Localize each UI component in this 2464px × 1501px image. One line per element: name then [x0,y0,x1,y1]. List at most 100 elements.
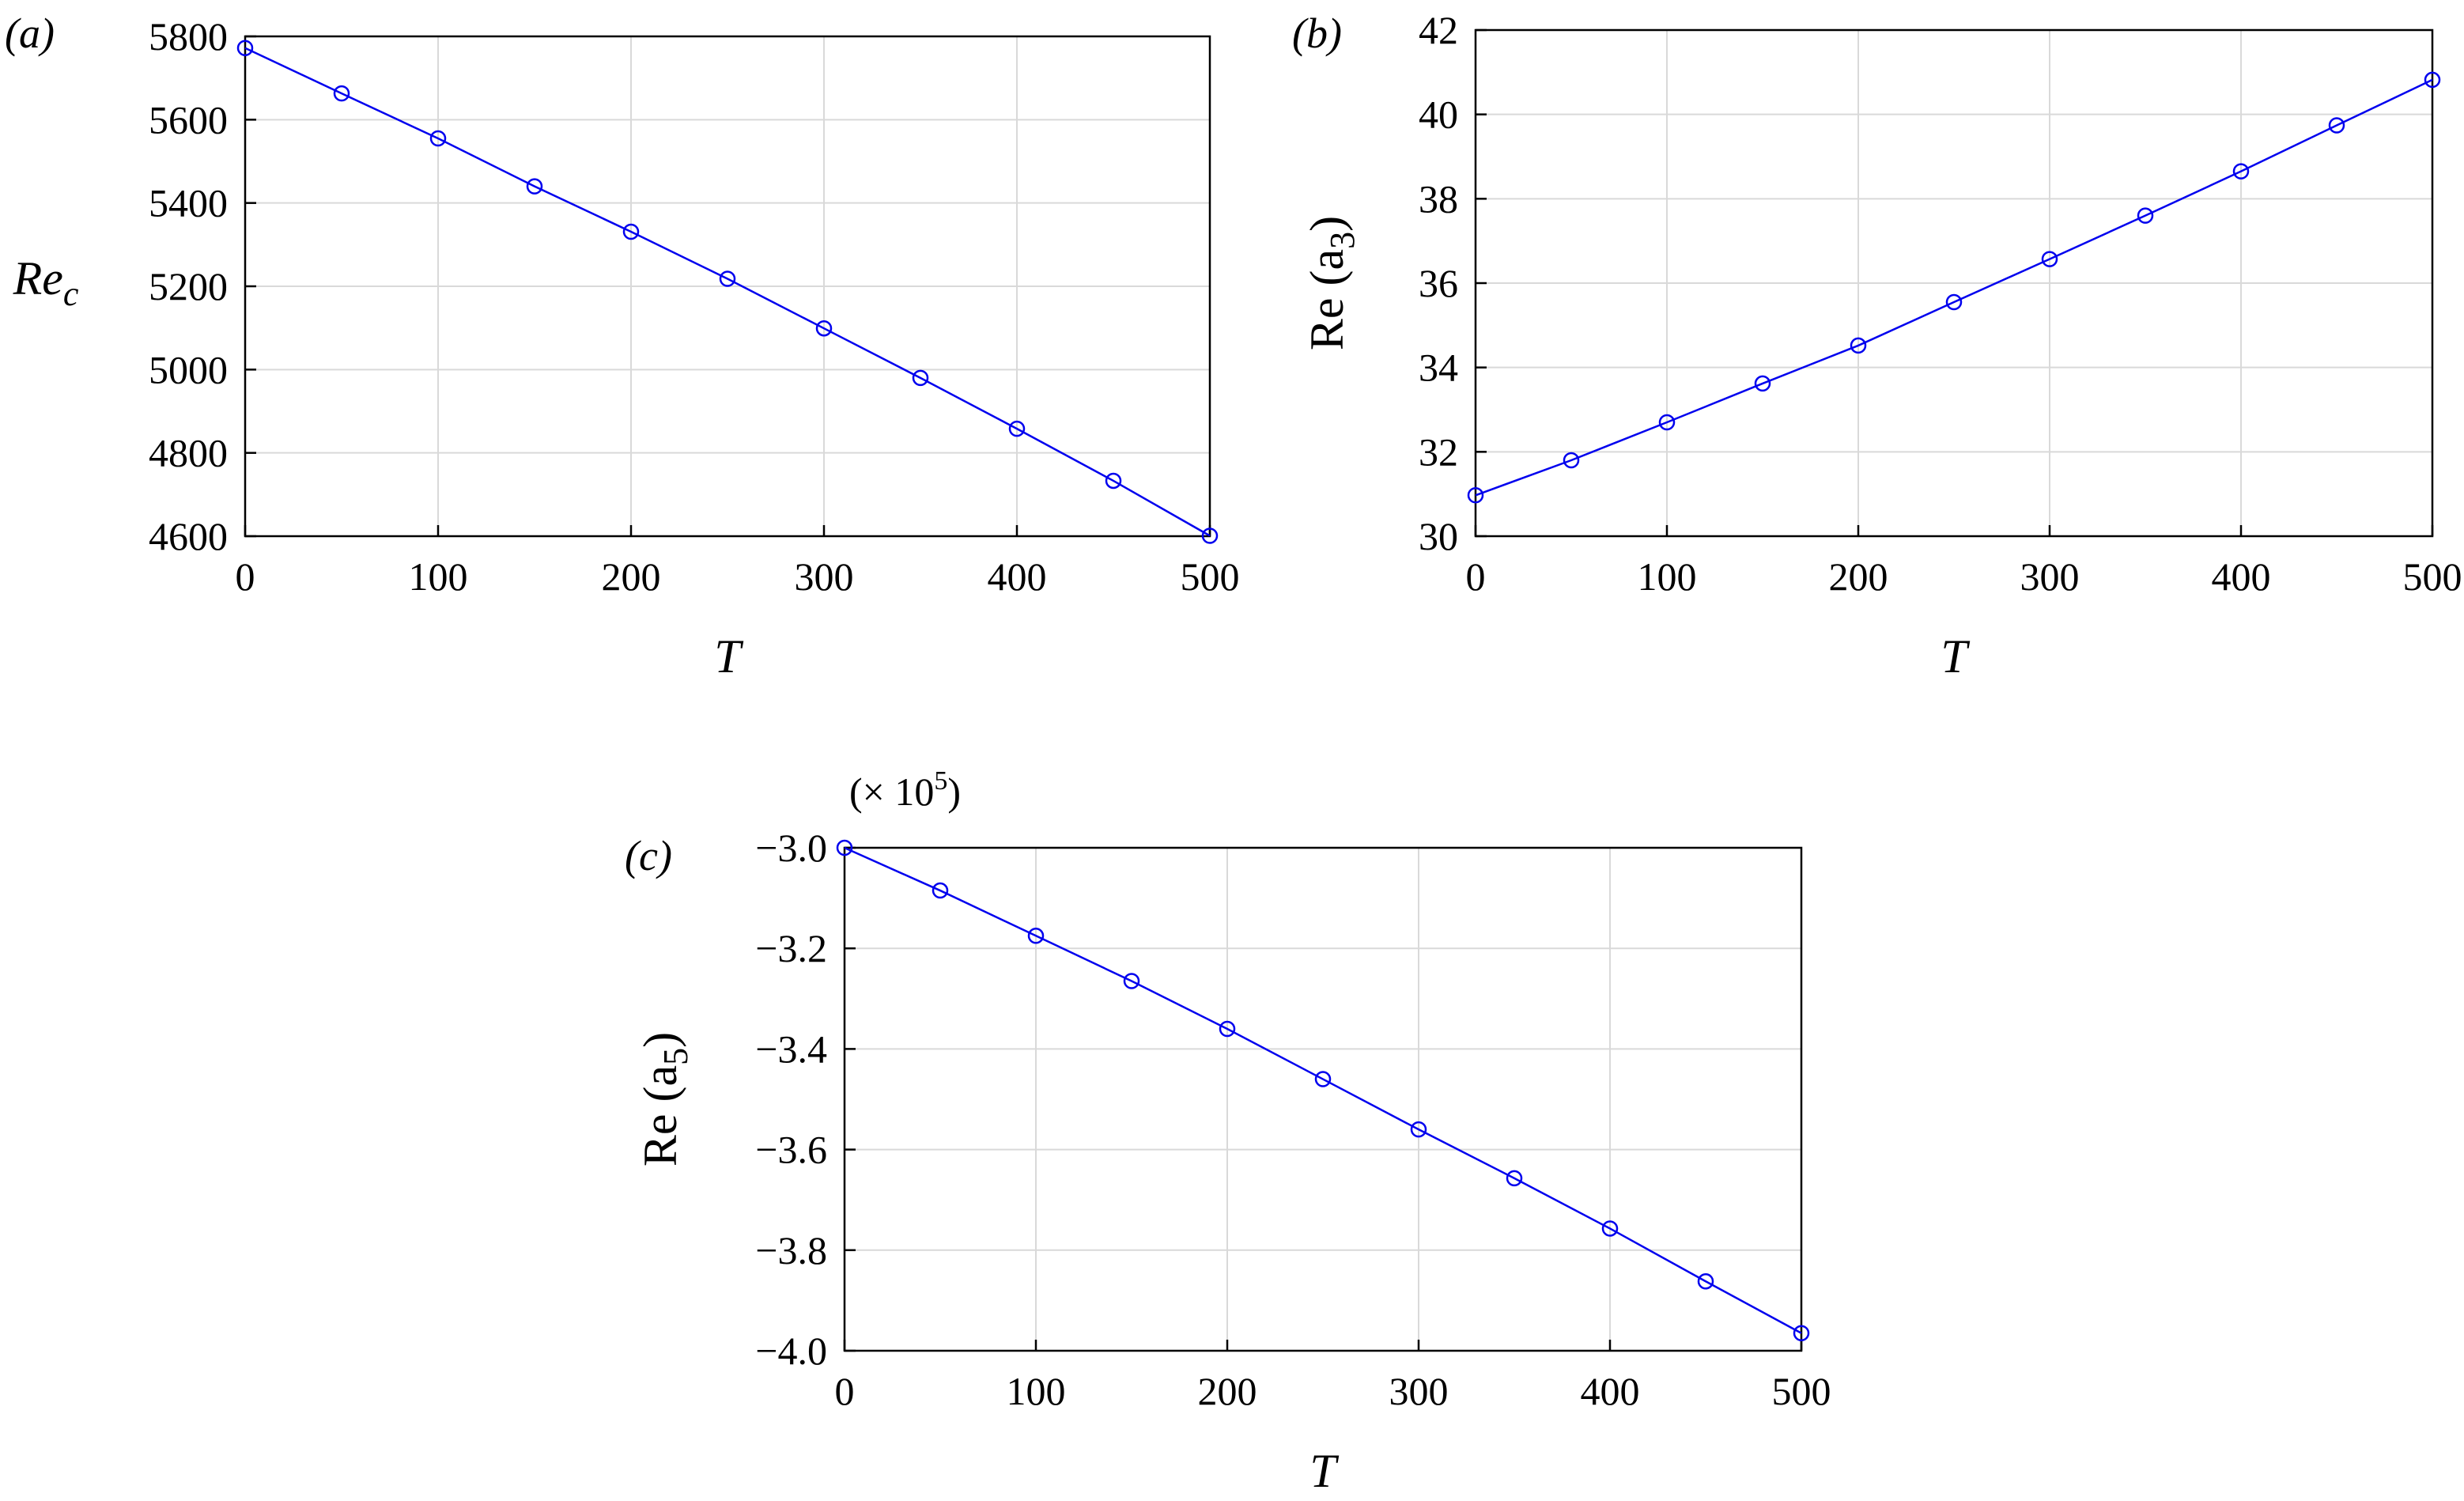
x-tick-label: 0 [236,554,255,599]
plot-frame [843,846,1803,1352]
y-tick-label: 40 [1419,93,1458,137]
panel-c-chart: 0 100 200 300 400 500 −4.0 −3.8 −3.6 −3.4 −3.2 −3.0… [625,766,1831,1497]
data-point-marker [912,369,929,387]
data-point-marker [236,40,254,56]
y-axis-label-main: Re [13,252,63,304]
multiplier-close: ) [947,769,961,814]
x-tick-label: 300 [1389,1369,1449,1413]
y-tick-label: −3.6 [755,1128,827,1172]
x-tick-label: 200 [602,554,661,599]
y-axis-label: Re (a3) [1301,216,1362,350]
data-point-marker [2424,71,2441,89]
data-point-marker [429,130,447,147]
x-tick-label: 400 [2212,554,2271,599]
data-point-marker [526,178,543,195]
data-point-marker [1314,1071,1332,1087]
data-point-marker [1945,293,1963,311]
y-tick-label: 34 [1419,346,1458,390]
y-axis-label: Re (a5) [634,1032,695,1166]
data-point-marker [1410,1121,1427,1138]
data-point-marker [1008,420,1026,437]
data-point-marker [1467,487,1484,504]
data-point-marker [1219,1020,1236,1038]
x-tick-label: 400 [988,554,1047,599]
y-tick-label: 36 [1419,261,1458,305]
y-tick-label: 5000 [149,347,228,391]
data-point-marker [1105,472,1122,490]
x-axis-label: T [714,630,743,682]
data-point-marker [622,223,640,240]
data-point-marker [1601,1220,1619,1237]
y-tick-label: −4.0 [755,1329,827,1373]
y-axis-label-main: Re (a [1301,249,1353,350]
panel-label: (b) [1292,9,1342,57]
y-axis-label-close: ) [634,1032,686,1048]
data-point-marker [2041,251,2058,267]
multiplier-exponent: 5 [934,766,947,796]
data-point-marker [815,319,833,337]
data-point-marker [1658,414,1676,431]
multiplier-base: (× 10 [849,769,934,814]
data-point-marker [2328,117,2345,134]
x-axis-label: T [1941,630,1970,682]
y-tick-label: 4800 [149,431,228,475]
y-tick-label: 5400 [149,181,228,225]
y-axis-label-subscript: 3 [1323,232,1362,249]
x-tick-label: 200 [1829,554,1888,599]
panel-a-chart: 0 100 200 300 400 500 4600 4800 5000 5200 5400 5600… [5,9,1240,682]
y-tick-label: 5600 [149,97,228,142]
data-point-marker [1563,452,1580,469]
x-tick-label: 0 [835,1369,855,1413]
data-point-marker [1506,1170,1523,1187]
data-point-marker [2232,163,2250,180]
data-point-marker [1201,527,1219,544]
y-tick-label: 42 [1419,8,1458,52]
x-tick-label: 300 [795,554,854,599]
series-line [844,846,1802,1334]
y-tick-label: 5200 [149,264,228,308]
panel-label: (a) [5,9,55,57]
data-point-marker [1697,1272,1714,1290]
data-point-marker [1123,973,1140,989]
data-point-marker [1027,928,1045,944]
x-tick-label: 100 [1638,554,1697,599]
data-point-marker [2137,207,2154,224]
y-axis-label-subscript: 5 [656,1048,695,1065]
panel-b-chart: 0 100 200 300 400 500 30 32 34 36 38 40 42 T Re (a3) (b… [1292,8,2462,682]
data-point-marker [836,839,853,856]
y-tick-label: 38 [1419,176,1458,221]
y-tick-label: 30 [1419,514,1458,558]
y-tick-label: −3.0 [755,826,827,870]
y-tick-label: 32 [1419,429,1458,474]
data-point-marker [1754,375,1771,392]
series-line [244,47,1211,537]
x-tick-label: 500 [1772,1369,1831,1413]
x-tick-label: 200 [1198,1369,1257,1413]
series-line [1475,78,2433,497]
data-point-marker [719,270,736,287]
data-point-marker [1793,1325,1810,1341]
y-tick-label: 4600 [149,514,228,558]
x-tick-label: 500 [1181,554,1240,599]
data-point-marker [932,882,949,899]
y-tick-label: −3.2 [755,926,827,970]
y-tick-label: −3.8 [755,1228,827,1272]
y-axis-label-close: ) [1301,216,1353,232]
x-tick-label: 300 [2020,554,2080,599]
y-axis-label: Rec [13,252,79,313]
x-axis-label: T [1309,1445,1339,1497]
x-tick-label: 100 [409,554,468,599]
y-tick-label: 5800 [149,14,228,59]
y-tick-label: −3.4 [755,1027,827,1071]
data-point-marker [1850,337,1867,354]
data-point-marker [333,85,350,102]
y-axis-label-subscript: c [63,274,79,313]
x-tick-label: 100 [1007,1369,1066,1413]
x-tick-label: 0 [1466,554,1486,599]
x-tick-label: 500 [2403,554,2462,599]
x-tick-label: 400 [1581,1369,1640,1413]
panel-label: (c) [625,832,672,879]
y-axis-label-main: Re (a [634,1065,686,1166]
